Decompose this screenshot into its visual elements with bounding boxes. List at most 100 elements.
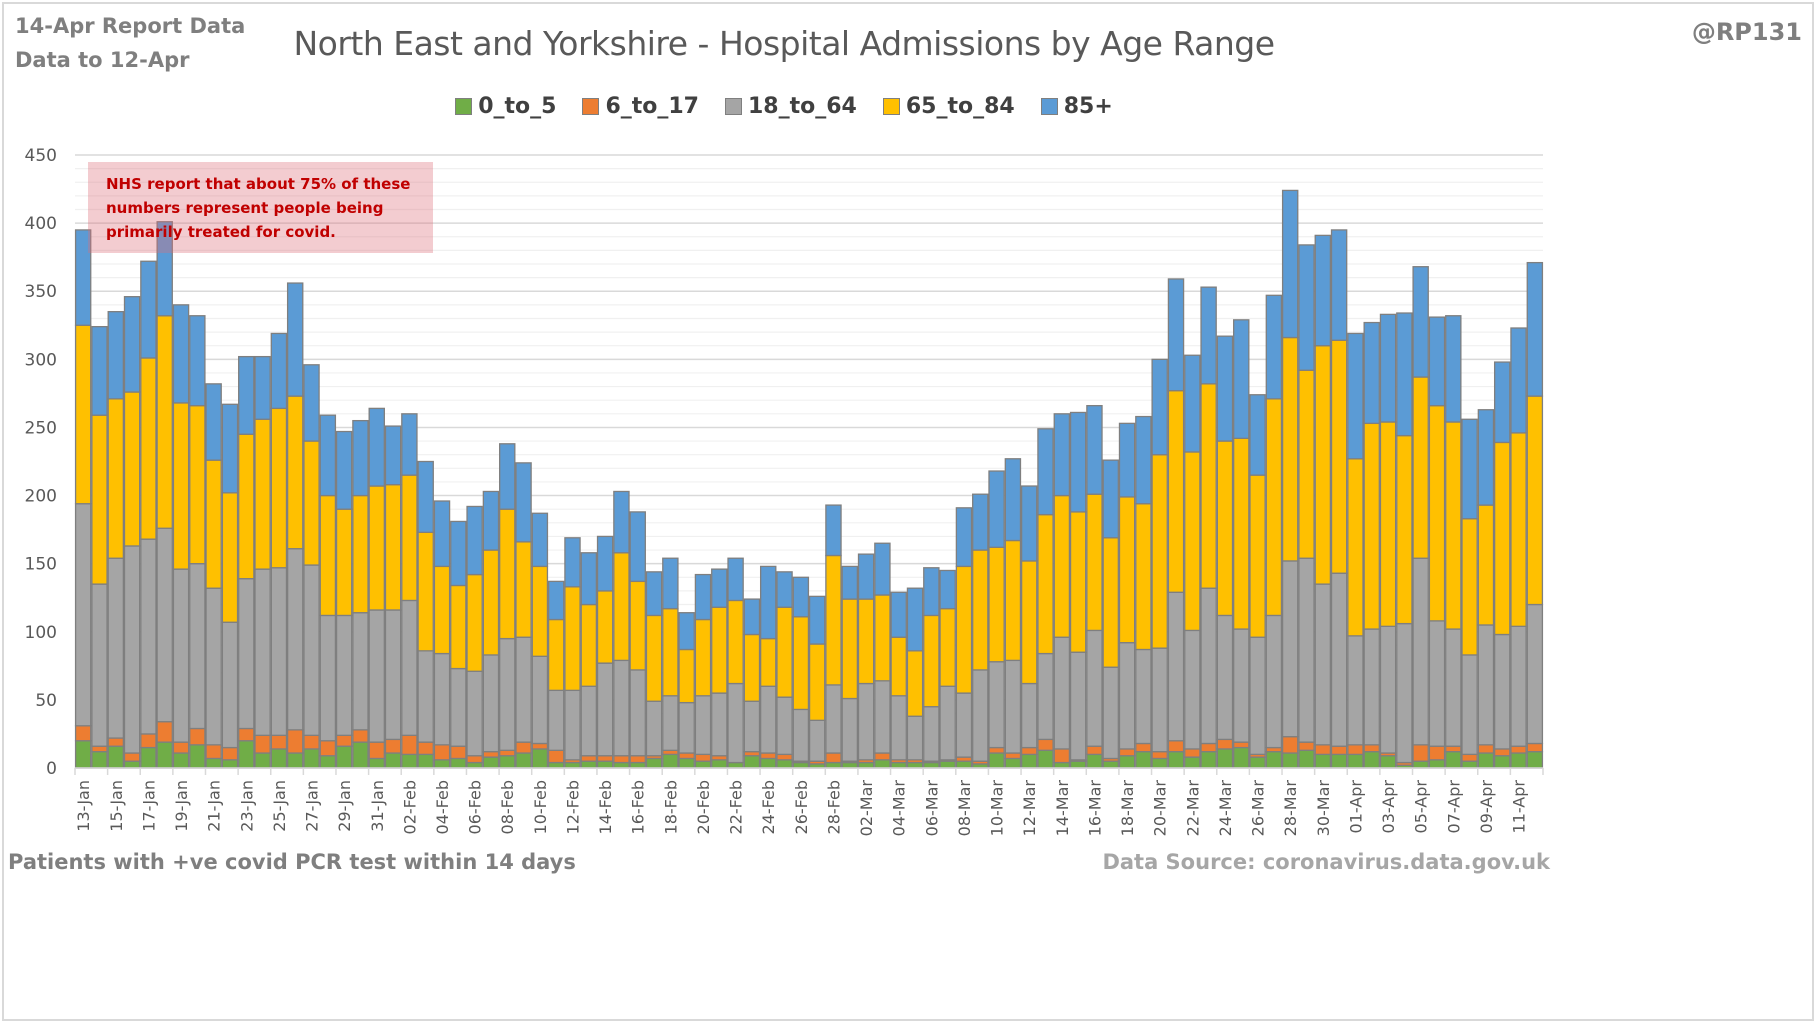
bar-segment-18_to_64: [482, 654, 500, 753]
bar-segment-85+: [645, 571, 663, 617]
bar-segment-0_to_5: [74, 740, 92, 769]
bar-segment-18_to_64: [433, 652, 451, 746]
legend-label: 6_to_17: [605, 94, 699, 119]
bar-segment-18_to_64: [629, 669, 646, 757]
bar-segment-18_to_64: [74, 503, 92, 727]
bar-segment-0_to_5: [417, 753, 434, 769]
bar-segment-85+: [1184, 354, 1201, 453]
bar-segment-18_to_64: [1298, 557, 1315, 743]
bar-segment-0_to_5: [906, 761, 924, 769]
bar-segment-65_to_84: [1493, 441, 1511, 636]
bar-segment-18_to_64: [955, 692, 973, 758]
bar-segment-18_to_64: [335, 614, 353, 736]
x-tick-label: 24-Mar: [1216, 780, 1235, 837]
bar-segment-85+: [189, 315, 206, 407]
legend-label: 65_to_84: [905, 94, 1015, 119]
bar-segment-65_to_84: [450, 584, 467, 670]
bar-segment-18_to_64: [1020, 682, 1038, 749]
bar-segment-85+: [1020, 485, 1038, 562]
x-tick-label: 12-Feb: [563, 780, 582, 834]
bar-segment-6_to_17: [205, 744, 222, 760]
bar-segment-65_to_84: [123, 391, 141, 547]
bar-segment-65_to_84: [1379, 421, 1397, 627]
bar-segment-18_to_64: [1053, 636, 1071, 750]
bar-segment-85+: [417, 460, 434, 533]
bar-segment-85+: [1167, 278, 1185, 392]
bar-segment-6_to_17: [286, 729, 304, 754]
bar-segment-6_to_17: [515, 741, 532, 754]
bar-segment-18_to_64: [1461, 654, 1478, 756]
bar-segment-0_to_5: [1102, 760, 1119, 769]
bar-segment-6_to_17: [1184, 748, 1201, 758]
bar-segment-65_to_84: [156, 315, 173, 529]
bar-segment-65_to_84: [776, 606, 793, 698]
bar-segment-0_to_5: [890, 761, 907, 769]
bar-segment-65_to_84: [645, 614, 663, 702]
x-tick-label: 06-Feb: [466, 780, 485, 834]
bar-segment-85+: [564, 537, 581, 588]
bar-segment-65_to_84: [221, 492, 239, 623]
bar-segment-65_to_84: [890, 636, 907, 697]
bar-segment-6_to_17: [1493, 748, 1511, 757]
bar-segment-65_to_84: [1200, 383, 1217, 589]
bar-segment-0_to_5: [743, 755, 761, 769]
x-tick-label: 04-Mar: [890, 780, 909, 837]
y-tick-label: 450: [25, 146, 57, 166]
bar-segment-85+: [254, 355, 271, 420]
x-tick-label: 18-Mar: [1118, 780, 1137, 837]
bar-segment-65_to_84: [906, 650, 924, 717]
bar-segment-85+: [1086, 404, 1103, 495]
bar-segment-6_to_17: [629, 755, 646, 764]
bar-segment-85+: [1428, 316, 1446, 407]
bar-segment-65_to_84: [1526, 395, 1544, 606]
bar-segment-6_to_17: [1200, 742, 1217, 753]
bar-segment-6_to_17: [1477, 744, 1495, 754]
bar-segment-18_to_64: [841, 697, 859, 762]
bar-segment-18_to_64: [221, 621, 239, 749]
bar-segment-65_to_84: [1330, 339, 1348, 574]
bar-segment-0_to_5: [939, 760, 956, 769]
bar-segment-65_to_84: [792, 616, 810, 711]
bar-segment-85+: [841, 565, 859, 600]
bar-segment-65_to_84: [384, 484, 402, 611]
x-tick-label: 26-Mar: [1249, 780, 1268, 837]
bar-segment-18_to_64: [678, 701, 695, 754]
bar-segment-85+: [156, 221, 173, 317]
bar-segment-0_to_5: [1281, 752, 1299, 769]
bar-segment-18_to_64: [1233, 628, 1250, 743]
bar-segment-18_to_64: [792, 708, 810, 762]
bar-segment-65_to_84: [531, 565, 549, 657]
x-tick-label: 20-Mar: [1151, 780, 1170, 837]
bar-segment-6_to_17: [433, 744, 451, 761]
bar-segment-18_to_64: [1037, 652, 1054, 741]
bar-segment-0_to_5: [564, 761, 581, 769]
report-date-label: 14-Apr Report Data: [15, 14, 246, 38]
bar-segment-0_to_5: [205, 757, 222, 769]
bar-segment-18_to_64: [906, 715, 924, 761]
bar-segment-85+: [743, 598, 761, 636]
footer-note: Patients with +ve covid PCR test within …: [8, 850, 576, 874]
bar-segment-6_to_17: [1330, 745, 1348, 756]
bar-segment-0_to_5: [1069, 760, 1087, 769]
bar-segment-0_to_5: [1004, 757, 1022, 769]
bar-segment-85+: [825, 504, 842, 557]
bar-segment-65_to_84: [613, 552, 630, 662]
data-source: Data Source: coronavirus.data.gov.uk: [1102, 850, 1550, 874]
bar-segment-6_to_17: [1461, 753, 1478, 762]
bar-segment-18_to_64: [1102, 666, 1119, 760]
y-tick-label: 100: [25, 623, 57, 643]
bar-segment-6_to_17: [1118, 748, 1136, 757]
bar-segment-6_to_17: [1281, 736, 1299, 754]
bar-segment-18_to_64: [1445, 628, 1462, 747]
bar-segment-65_to_84: [711, 606, 728, 694]
bar-segment-85+: [482, 490, 500, 551]
x-tick-label: 08-Mar: [955, 780, 974, 837]
bar-segment-6_to_17: [368, 741, 385, 760]
bar-segment-6_to_17: [352, 729, 369, 743]
bar-segment-6_to_17: [1216, 738, 1234, 750]
bar-segment-85+: [1118, 422, 1136, 498]
bar-segment-6_to_17: [759, 752, 777, 760]
bar-segment-0_to_5: [613, 761, 630, 769]
bar-segment-0_to_5: [857, 761, 875, 769]
bar-segment-65_to_84: [923, 614, 940, 708]
